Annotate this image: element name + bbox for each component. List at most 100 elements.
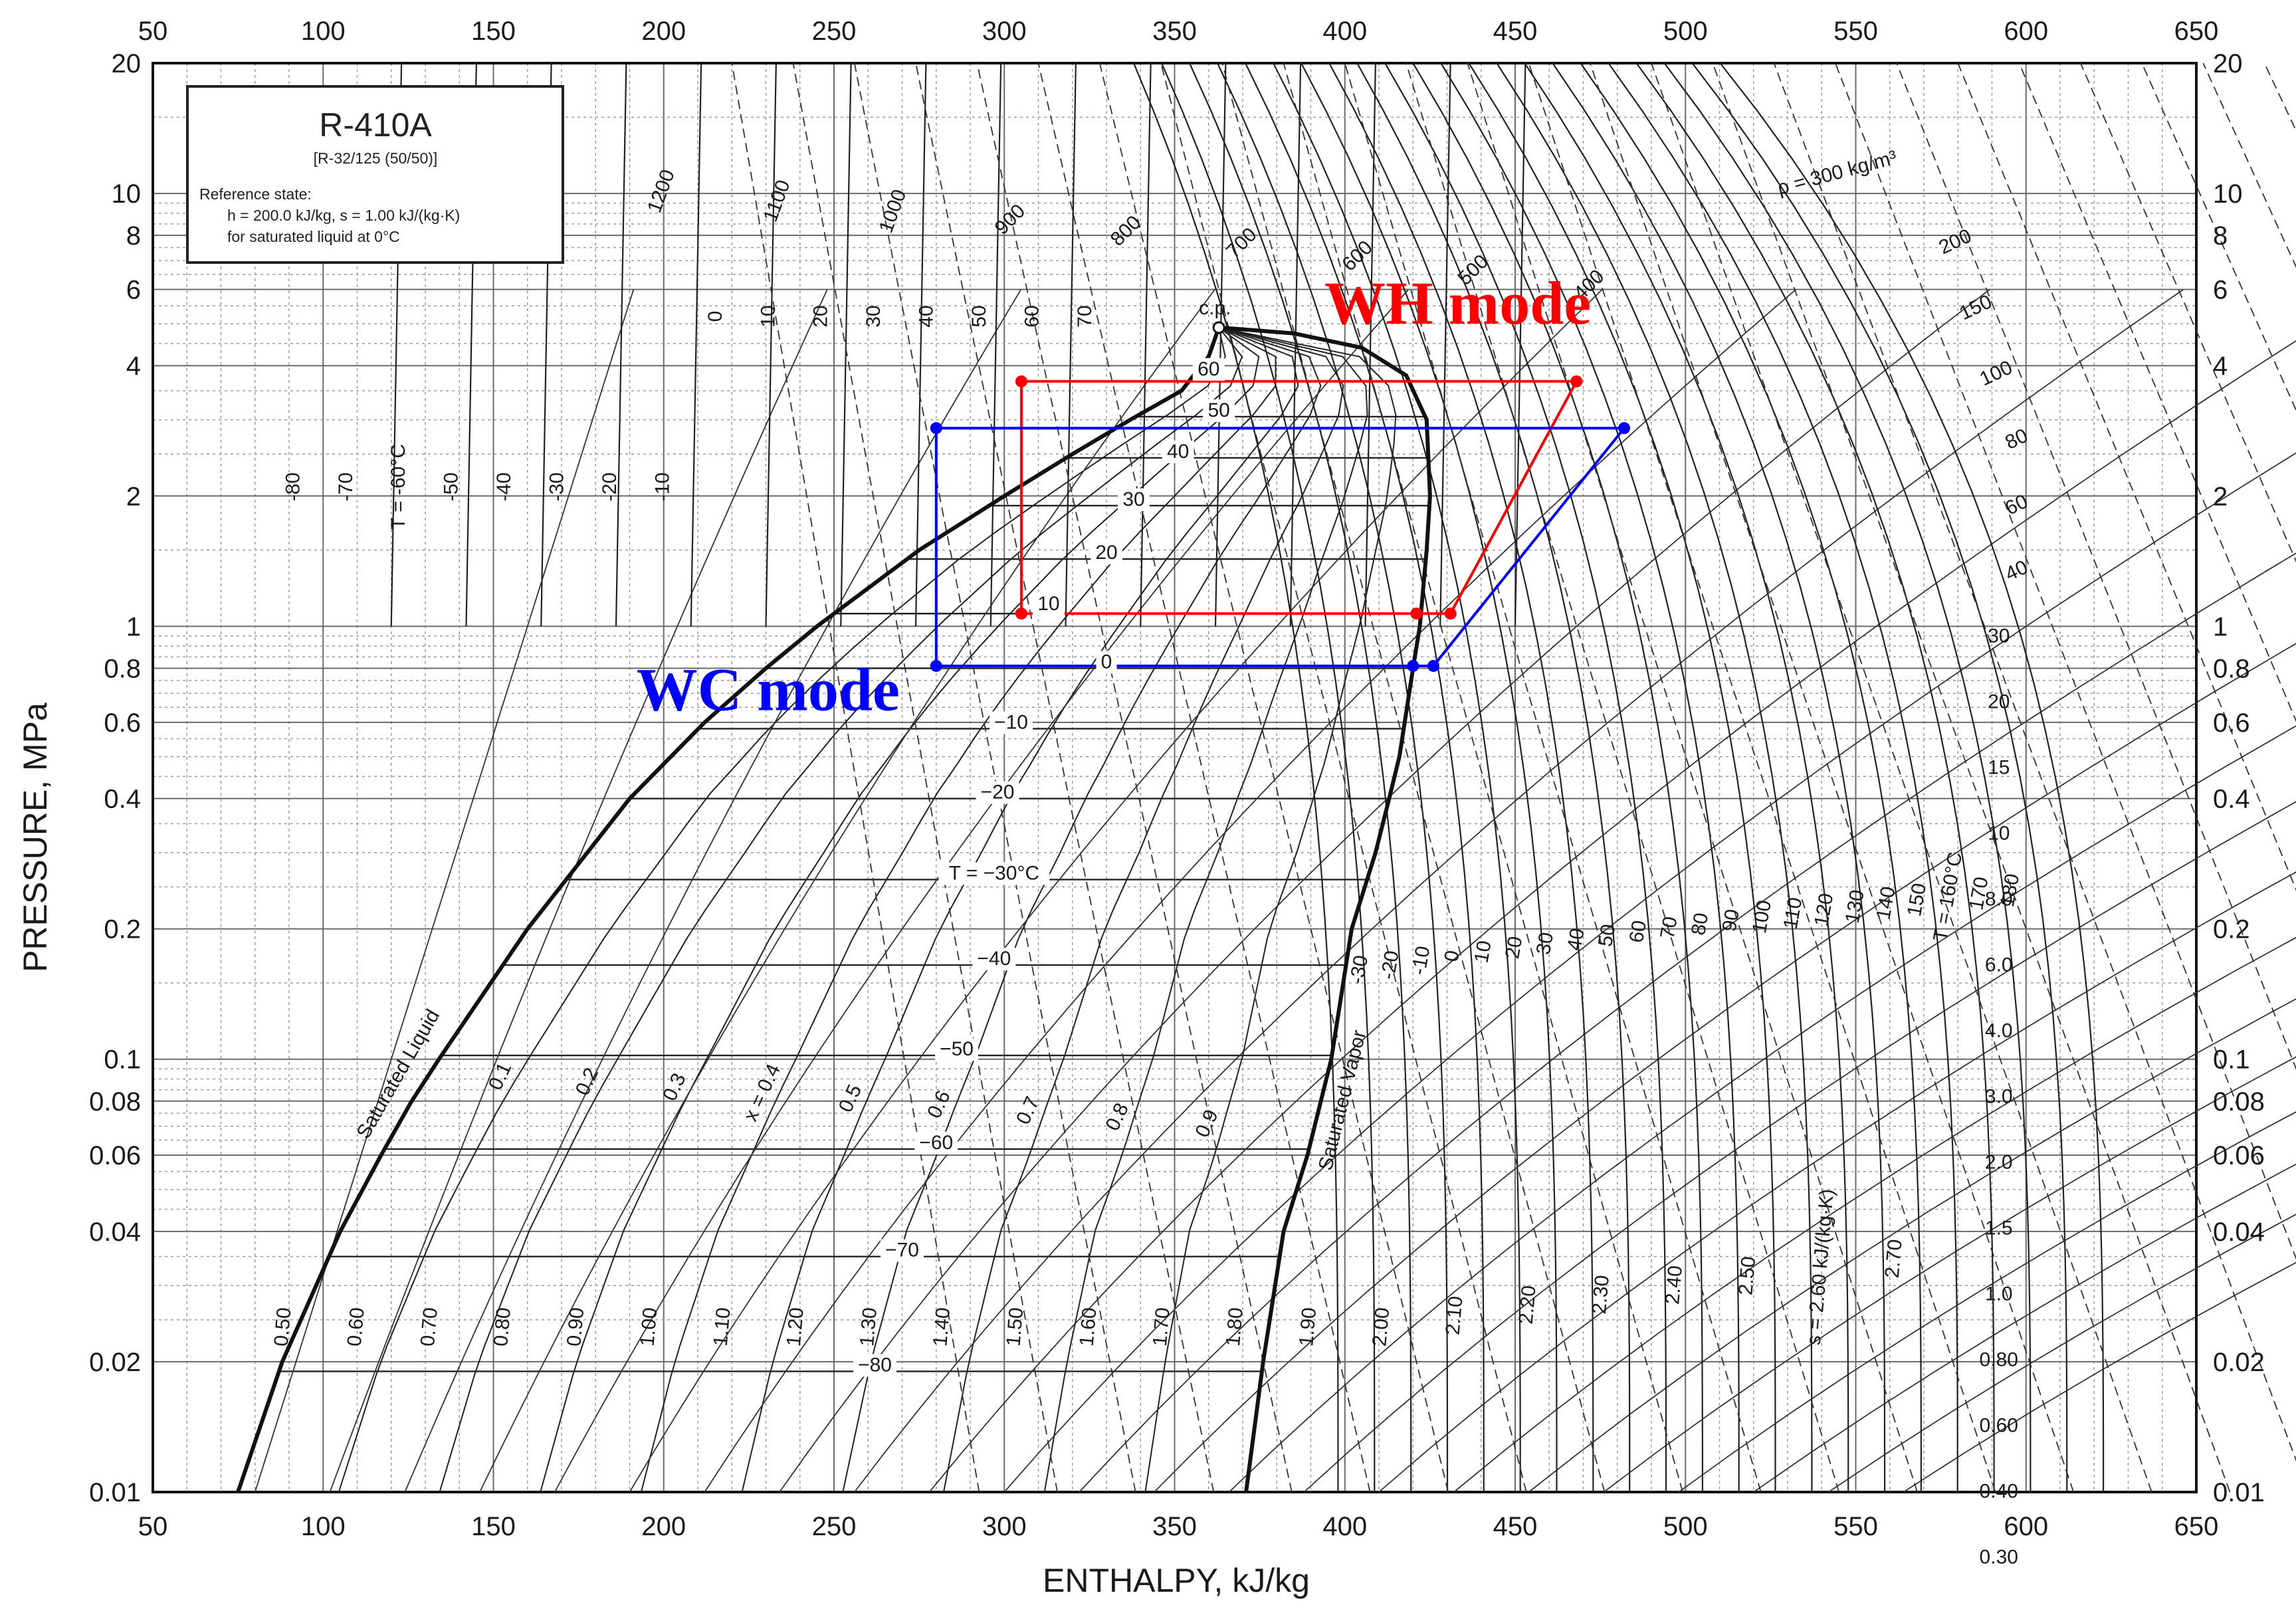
quality-line bbox=[540, 326, 1260, 1493]
density-label: 100 bbox=[1976, 356, 2016, 390]
y-tick-label-right: 1 bbox=[2213, 612, 2228, 641]
density-label: 1.0 bbox=[1985, 1283, 2013, 1305]
density-line bbox=[1283, 62, 1683, 1493]
y-tick-label-left: 0.1 bbox=[104, 1045, 141, 1075]
liquid-isotherm bbox=[1514, 62, 1526, 627]
x-tick-label-bottom: 600 bbox=[2004, 1512, 2048, 1541]
y-tick-label-left: 20 bbox=[112, 49, 142, 78]
y-tick-label-right: 2 bbox=[2213, 482, 2228, 511]
liquid-isotherm-label: 40 bbox=[916, 305, 938, 327]
reference-box-frame bbox=[186, 85, 564, 264]
superheat-isotherm-label: 120 bbox=[1810, 891, 1837, 928]
density-line bbox=[1406, 62, 1840, 1493]
liquid-isotherm-label: 70 bbox=[1074, 305, 1096, 327]
isotherm-label-bg bbox=[935, 1038, 978, 1061]
reference-line-3: for saturated liquid at 0°C bbox=[227, 228, 400, 245]
density-line bbox=[1773, 62, 2296, 1462]
series-point bbox=[1015, 607, 1027, 620]
entropy-line bbox=[1753, 1163, 2296, 1493]
y-tick-label-left: 0.04 bbox=[89, 1218, 141, 1247]
liquid-isotherm-label: -70 bbox=[335, 473, 357, 501]
x-tick-label-bottom: 400 bbox=[1322, 1512, 1367, 1541]
entropy-label: 0.80 bbox=[490, 1307, 515, 1347]
density-line bbox=[1037, 62, 1371, 1493]
y-tick-label-left: 0.06 bbox=[89, 1141, 141, 1170]
y-tick-label-left: 0.6 bbox=[104, 708, 141, 738]
superheat-isotherm-label: 140 bbox=[1872, 885, 1899, 921]
axis-ticks: 5050100100150150200200250250300300350350… bbox=[89, 17, 2265, 1541]
isotherm-label-bg bbox=[976, 781, 1019, 804]
isotherm-label: 30 bbox=[1122, 488, 1144, 510]
x-tick-label-top: 50 bbox=[138, 17, 168, 46]
density-label: 900 bbox=[991, 200, 1030, 239]
entropy-label: 2.30 bbox=[1588, 1274, 1614, 1315]
x-tick-label-bottom: 300 bbox=[982, 1512, 1027, 1541]
entropy-label: 2.20 bbox=[1515, 1285, 1540, 1325]
entropy-label: 1.60 bbox=[1076, 1307, 1101, 1347]
isotherm-label-bg bbox=[972, 948, 1016, 971]
density-line bbox=[1160, 62, 1527, 1493]
density-label: 4.0 bbox=[1985, 1020, 2013, 1041]
isotherm-label-bg bbox=[990, 711, 1033, 734]
x-tick-label-top: 550 bbox=[1833, 17, 1878, 46]
density-line bbox=[1712, 62, 2231, 1493]
density-label: 1.5 bbox=[1985, 1217, 2013, 1239]
liquid-isotherm-label: 50 bbox=[968, 305, 990, 327]
isotherm-label-bg bbox=[914, 1131, 958, 1154]
y-tick-label-right: 0.06 bbox=[2213, 1141, 2265, 1170]
series-point bbox=[1618, 422, 1630, 435]
quality-line bbox=[1043, 326, 1368, 1493]
superheat-isotherm bbox=[1412, 62, 1703, 1492]
density-label: 15 bbox=[1988, 756, 2010, 778]
entropy-line bbox=[629, 288, 1603, 1493]
superheat-isotherm-label: 60 bbox=[1625, 918, 1651, 944]
entropy-line bbox=[928, 340, 2296, 1493]
plot-frame bbox=[152, 62, 2198, 1493]
entropy-line bbox=[329, 289, 828, 1493]
density-label: 20 bbox=[1988, 691, 2010, 712]
x-tick-label-top: 450 bbox=[1493, 17, 1538, 46]
isotherm-label-bg bbox=[1192, 358, 1225, 381]
cycle-series bbox=[930, 375, 1630, 672]
isotherm-label-bg bbox=[1091, 542, 1122, 565]
x-axis-title: ENTHALPY, kJ/kg bbox=[1043, 1562, 1310, 1599]
quality-label: 0.7 bbox=[1012, 1093, 1044, 1128]
y-tick-label-right: 0.1 bbox=[2213, 1045, 2250, 1075]
series-point bbox=[930, 659, 942, 672]
property-lines bbox=[254, 62, 2296, 1493]
superheat-isotherm bbox=[1468, 62, 1776, 1492]
density-label: 60 bbox=[2002, 490, 2031, 520]
entropy-label: 2.40 bbox=[1661, 1265, 1687, 1305]
density-label: 800 bbox=[1106, 211, 1146, 251]
series-point bbox=[1444, 607, 1457, 620]
y-tick-label-right: 0.08 bbox=[2213, 1087, 2265, 1117]
y-tick-label-left: 0.08 bbox=[89, 1087, 141, 1117]
x-tick-label-top: 400 bbox=[1322, 17, 1367, 46]
superheat-isotherm bbox=[1273, 62, 1521, 1492]
y-tick-label-left: 10 bbox=[112, 179, 142, 209]
y-tick-label-right: 6 bbox=[2213, 276, 2228, 305]
entropy-label: 2.10 bbox=[1442, 1295, 1467, 1336]
y-tick-label-right: 0.01 bbox=[2213, 1478, 2265, 1507]
isotherm-label-bg bbox=[853, 1354, 896, 1377]
liquid-isotherm bbox=[1439, 62, 1451, 627]
superheat-isotherm bbox=[1328, 62, 1594, 1493]
density-line bbox=[1651, 62, 2152, 1493]
entropy-label: 2.50 bbox=[1734, 1255, 1760, 1296]
chart-labels: c.p.Saturated Liquid Saturated Vapor60504… bbox=[270, 146, 2032, 1568]
y-tick-label-left: 0.02 bbox=[89, 1348, 141, 1377]
superheat-isotherm-label: 50 bbox=[1594, 922, 1619, 948]
liquid-isotherm bbox=[1065, 62, 1077, 627]
liquid-isotherm bbox=[990, 62, 1002, 627]
superheat-isotherm bbox=[1663, 62, 2032, 1492]
series-point bbox=[1015, 375, 1027, 387]
isotherm-label: 10 bbox=[1037, 593, 1059, 615]
density-label: 6.0 bbox=[1985, 954, 2013, 976]
x-tick-label-top: 150 bbox=[471, 17, 516, 46]
entropy-label: 1.20 bbox=[783, 1307, 808, 1347]
superheat-isotherm-label: 10 bbox=[1471, 939, 1496, 965]
liquid-isotherm bbox=[1140, 62, 1152, 627]
quality-label: x = 0.4 bbox=[740, 1061, 785, 1125]
entropy-label: 1.90 bbox=[1295, 1307, 1320, 1347]
entropy-line bbox=[1303, 801, 2296, 1493]
